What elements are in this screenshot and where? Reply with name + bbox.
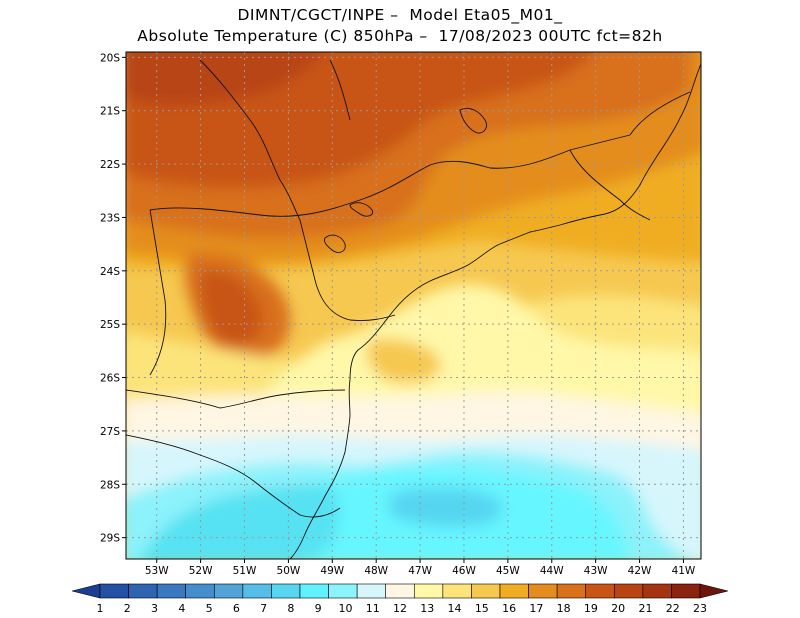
colorbar-swatch — [585, 583, 615, 599]
colorbar-label: 4 — [178, 602, 185, 615]
zone-15-patch-a — [366, 338, 441, 384]
plot-frame — [125, 51, 702, 560]
colorbar-arrow-low — [71, 583, 101, 599]
colorbar-label: 11 — [366, 602, 380, 615]
border-ms-sp — [149, 209, 167, 376]
temperature-contours — [126, 52, 701, 559]
graticule — [126, 52, 701, 559]
border-pr-sc — [126, 389, 346, 409]
colorbar-swatch — [613, 583, 644, 599]
lat-tick-label: 26S — [100, 373, 120, 385]
border-sp-mg — [149, 134, 631, 217]
longitude-axis: 53W 52W 51W 50W 49W 48W 47W 46W 45W 44W 43W 42W 41W — [145, 559, 696, 577]
lat-tick-label: 22S — [100, 159, 120, 171]
colorbar-label: 22 — [666, 602, 680, 615]
colorbar-label: 9 — [315, 602, 322, 615]
colorbar-swatch — [99, 583, 129, 599]
colorbar-label: 10 — [338, 602, 352, 615]
colorbar-swatch — [128, 583, 158, 599]
colorbar-swatch — [156, 583, 187, 599]
colorbar-label: 17 — [529, 602, 543, 615]
colorbar-swatch — [385, 583, 415, 599]
colorbar-label: 21 — [638, 602, 652, 615]
colorbar-label: 13 — [420, 602, 434, 615]
colorbar-swatch — [328, 583, 358, 599]
lat-tick-label: 29S — [100, 533, 120, 545]
colorbar-label: 5 — [206, 602, 213, 615]
reservoir-c — [349, 202, 374, 217]
colorbar-swatch — [556, 583, 587, 599]
colorbar-swatch — [413, 583, 444, 599]
lat-tick-label: 25S — [100, 319, 120, 331]
zone-8-offshore — [390, 487, 503, 527]
colorbar-swatch — [671, 583, 701, 599]
lat-tick-label: 21S — [100, 106, 120, 118]
border-sc-rs — [126, 434, 341, 518]
lon-tick-label: 46W — [452, 565, 476, 577]
lon-tick-label: 44W — [540, 565, 564, 577]
colorbar-label: 7 — [260, 602, 267, 615]
colorbar-label: 2 — [124, 602, 131, 615]
border-go-mg — [329, 59, 351, 121]
zone-13 — [250, 284, 701, 420]
colorbar-label: 1 — [97, 602, 104, 615]
lon-tick-label: 49W — [320, 565, 344, 577]
zone-8 — [142, 484, 340, 559]
latitude-axis: 20S 21S 22S 23S 24S 25S 26S 27S 28S 29S — [100, 52, 126, 545]
colorbar-swatch — [271, 583, 301, 599]
zone-15-patch-b — [600, 272, 701, 300]
colorbar-label: 6 — [233, 602, 240, 615]
lon-tick-label: 53W — [145, 565, 169, 577]
colorbar-swatch — [356, 583, 387, 599]
lon-tick-label: 50W — [277, 565, 301, 577]
colorbar-label: 20 — [611, 602, 625, 615]
reservoir-b — [324, 234, 346, 253]
colorbar-swatch — [471, 583, 501, 599]
colorbar-swatch — [185, 583, 215, 599]
colorbar-label: 8 — [287, 602, 294, 615]
lon-tick-label: 52W — [189, 565, 213, 577]
colorbar-label: 18 — [557, 602, 571, 615]
colorbar-label: 19 — [584, 602, 598, 615]
zone-20 — [126, 52, 323, 105]
colorbar-swatch — [528, 583, 558, 599]
lon-tick-label: 51W — [233, 565, 257, 577]
coastline-and-borders — [126, 59, 701, 559]
colorbar-swatch — [442, 583, 472, 599]
lat-tick-label: 24S — [100, 266, 120, 278]
colorbar-arrow-high — [699, 583, 729, 599]
colorbar-label: 14 — [448, 602, 462, 615]
lon-tick-label: 43W — [584, 565, 608, 577]
colorbar-label: 12 — [393, 602, 407, 615]
chart-title-line-2: Absolute Temperature (C) 850hPa – 17/08/… — [137, 27, 663, 45]
colorbar-label: 23 — [693, 602, 707, 615]
lon-tick-label: 42W — [628, 565, 652, 577]
lat-tick-label: 20S — [100, 52, 120, 64]
colorbar-swatch — [299, 583, 329, 599]
lon-tick-label: 45W — [496, 565, 520, 577]
colorbar-swatch — [242, 583, 272, 599]
colorbar: 1 2 3 4 5 6 7 8 9 10 11 12 13 14 15 16 17 18 19 20 21 22 23 — [71, 583, 729, 615]
colorbar-label: 16 — [502, 602, 516, 615]
colorbar-swatch — [213, 583, 244, 599]
temperature-field — [126, 52, 701, 559]
lon-tick-label: 47W — [408, 565, 432, 577]
colorbar-label: 3 — [151, 602, 158, 615]
colorbar-swatch — [499, 583, 529, 599]
border-mg-es-rj — [569, 91, 691, 221]
colorbar-label: 15 — [475, 602, 489, 615]
lon-tick-label: 48W — [364, 565, 388, 577]
chart-title-line-1: DIMNT/CGCT/INPE – Model Eta05_M01_ — [237, 6, 563, 24]
zone-19-lobe — [200, 269, 263, 346]
lat-tick-label: 28S — [100, 479, 120, 491]
lat-tick-label: 27S — [100, 426, 120, 438]
border-sp-pr — [299, 219, 396, 321]
lon-tick-label: 41W — [672, 565, 696, 577]
colorbar-swatch — [642, 583, 672, 599]
lat-tick-label: 23S — [100, 212, 120, 224]
border-mg-sp-north — [199, 59, 301, 221]
reservoir-a — [459, 107, 487, 134]
coastline — [289, 63, 701, 559]
